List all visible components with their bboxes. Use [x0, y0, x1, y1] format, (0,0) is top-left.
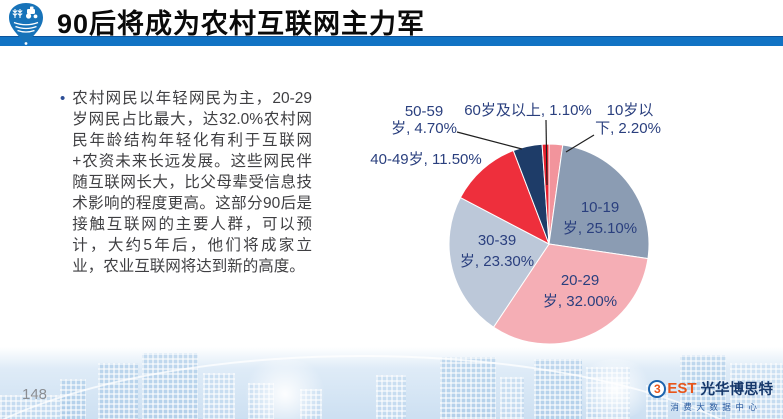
pie-label: 10-19 — [581, 199, 619, 216]
farm-pin-logo-icon — [6, 1, 46, 47]
pie-label: 60岁及以上, 1.10% — [464, 102, 592, 119]
page-title: 90后将成为农村互联网主力军 — [57, 9, 426, 39]
pie-label: 40-49岁, 11.50% — [370, 151, 481, 168]
pie-label: 20-29 — [561, 272, 599, 289]
pie-label: 10岁以 — [607, 102, 654, 119]
pie-label: 岁, 4.70% — [391, 120, 457, 137]
pie-label: 下, 2.20% — [595, 120, 661, 137]
bullet-paragraph: • 农村网民以年轻网民为主，20-29岁网民占比最大，达32.0%农村网民年龄结… — [60, 88, 312, 277]
pie-slice — [459, 149, 550, 246]
pie-leader-line — [456, 131, 523, 150]
brand-logo: 3 EST 光华博思特 消费大数据中心 — [648, 378, 773, 413]
pie-slice — [448, 196, 550, 328]
brand-subtitle: 消费大数据中心 — [670, 402, 762, 412]
pie-label: 50-59 — [405, 103, 443, 120]
page-number: 148 — [22, 386, 48, 403]
pie-label: 岁, 32.00% — [543, 293, 617, 310]
bullet-marker: • — [60, 90, 66, 107]
building-graphic — [730, 363, 783, 419]
pie-label: 岁, 25.10% — [563, 220, 637, 237]
age-distribution-pie-chart: 10岁以 下, 2.20% 10-19 岁, 25.10% 20-29 岁, 32.00%… — [360, 85, 783, 365]
brand-name-cn: 光华博思特 — [700, 382, 774, 398]
bullet-text: 农村网民以年轻网民为主，20-29岁网民占比最大，达32.0%农村网民年龄结构年… — [72, 90, 312, 275]
pie-leader-line — [545, 119, 548, 186]
light-glow — [240, 359, 330, 419]
brand-est-text: EST — [667, 380, 697, 397]
slide-header: 90后将成为农村互联网主力军 — [0, 0, 783, 45]
header-divider-bar — [0, 36, 783, 46]
decorative-arc — [0, 355, 783, 419]
pie-leader-line — [565, 134, 595, 153]
pie-slice — [492, 243, 649, 345]
brand-b-icon: 3 — [648, 379, 667, 398]
light-glow — [575, 359, 655, 419]
pie-label: 30-39 — [478, 232, 516, 249]
pie-slice — [548, 144, 650, 260]
pie-label: 岁, 23.30% — [460, 253, 534, 270]
